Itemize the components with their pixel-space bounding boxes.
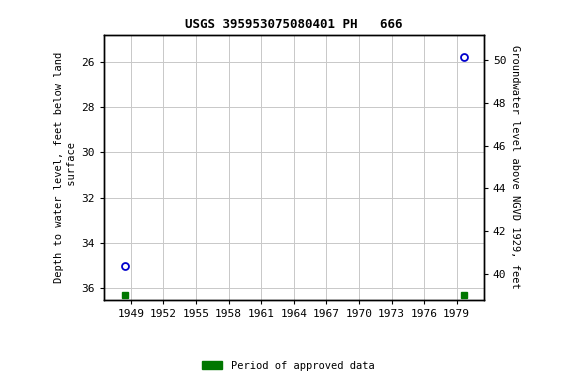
Title: USGS 395953075080401 PH   666: USGS 395953075080401 PH 666 [185, 18, 403, 31]
Y-axis label: Groundwater level above NGVD 1929, feet: Groundwater level above NGVD 1929, feet [510, 45, 520, 289]
Legend: Period of approved data: Period of approved data [198, 357, 378, 375]
Y-axis label: Depth to water level, feet below land
 surface: Depth to water level, feet below land su… [54, 51, 77, 283]
